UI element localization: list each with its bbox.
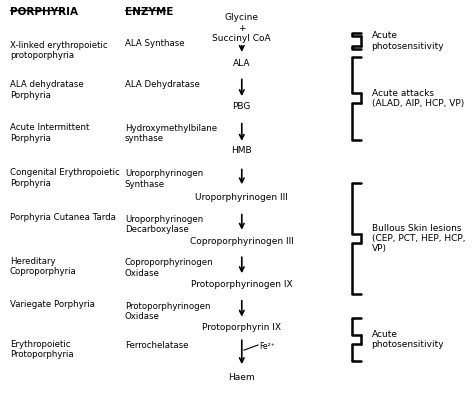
Text: Hydroxymethylbilane
synthase: Hydroxymethylbilane synthase xyxy=(125,124,217,143)
Text: Uroporphyrinogen
Synthase: Uroporphyrinogen Synthase xyxy=(125,170,203,189)
Text: X-linked erythropoietic
protoporphyria: X-linked erythropoietic protoporphyria xyxy=(10,41,108,60)
Text: ALA Synthase: ALA Synthase xyxy=(125,39,184,48)
Text: Protoporphyrinogen
Oxidase: Protoporphyrinogen Oxidase xyxy=(125,302,210,321)
Text: PORPHYRIA: PORPHYRIA xyxy=(10,7,78,18)
Text: Variegate Porphyria: Variegate Porphyria xyxy=(10,300,95,309)
Text: Protoporphyrinogen IX: Protoporphyrinogen IX xyxy=(191,280,292,289)
Text: HMB: HMB xyxy=(231,146,252,155)
Text: ALA Dehydratase: ALA Dehydratase xyxy=(125,80,200,90)
Text: Protoporphyrin IX: Protoporphyrin IX xyxy=(202,324,281,332)
Text: Acute attacks
(ALAD, AIP, HCP, VP): Acute attacks (ALAD, AIP, HCP, VP) xyxy=(372,88,464,108)
Text: Uroporphyrinogen III: Uroporphyrinogen III xyxy=(195,193,288,202)
Text: Coproporphyrinogen
Oxidase: Coproporphyrinogen Oxidase xyxy=(125,258,213,278)
Text: Fe²⁺: Fe²⁺ xyxy=(259,342,274,351)
Text: Hereditary
Coproporphyria: Hereditary Coproporphyria xyxy=(10,257,77,277)
Text: Glycine
+
Succinyl CoA: Glycine + Succinyl CoA xyxy=(212,13,271,43)
Text: ALA dehydratase
Porphyria: ALA dehydratase Porphyria xyxy=(10,80,83,100)
Text: Erythropoietic
Protoporphyria: Erythropoietic Protoporphyria xyxy=(10,340,73,359)
Text: PBG: PBG xyxy=(233,102,251,111)
Text: ENZYME: ENZYME xyxy=(125,7,173,18)
Text: Coproporphyrinogen III: Coproporphyrinogen III xyxy=(190,236,294,246)
Text: Acute Intermittent
Porphyria: Acute Intermittent Porphyria xyxy=(10,123,89,142)
Text: Acute
photosensitivity: Acute photosensitivity xyxy=(372,330,444,349)
Text: Ferrochelatase: Ferrochelatase xyxy=(125,341,188,350)
Text: Bullous Skin lesions
(CEP, PCT, HEP, HCP,
VP): Bullous Skin lesions (CEP, PCT, HEP, HCP… xyxy=(372,224,465,254)
Text: Porphyria Cutanea Tarda: Porphyria Cutanea Tarda xyxy=(10,213,116,222)
Text: Haem: Haem xyxy=(228,373,255,382)
Text: ALA: ALA xyxy=(233,59,251,68)
Text: Congenital Erythropoietic
Porphyria: Congenital Erythropoietic Porphyria xyxy=(10,168,119,187)
Text: Uroporphyrinogen
Decarboxylase: Uroporphyrinogen Decarboxylase xyxy=(125,215,203,234)
Text: Acute
photosensitivity: Acute photosensitivity xyxy=(372,31,444,51)
